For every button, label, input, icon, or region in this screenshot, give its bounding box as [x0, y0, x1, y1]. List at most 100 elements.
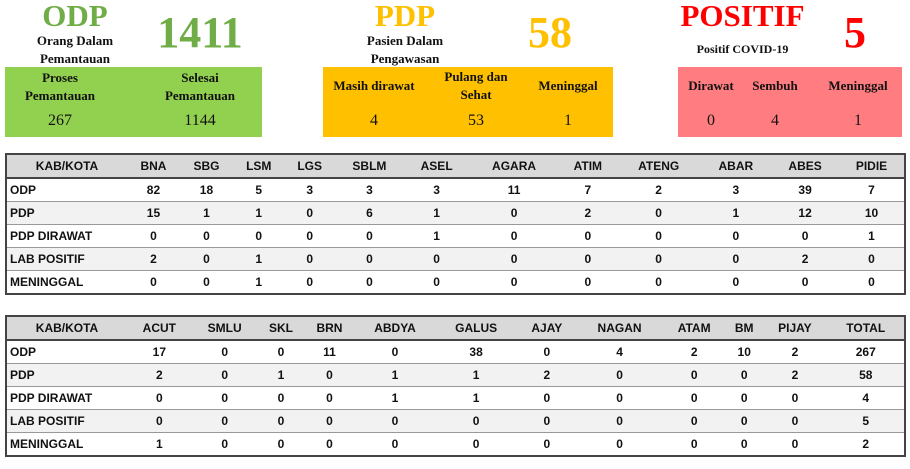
table-cell: 2 — [771, 247, 840, 271]
table-cell: 2 — [762, 363, 828, 387]
positif-dirawat-label: Dirawat — [688, 78, 734, 93]
table-cell: 0 — [516, 386, 577, 410]
table-cell: 10 — [726, 340, 763, 364]
table-cell: 0 — [839, 247, 905, 271]
column-header: SKL — [257, 316, 305, 341]
table-cell: 0 — [257, 386, 305, 410]
table-cell: 0 — [304, 409, 355, 433]
table-cell: 2 — [127, 363, 192, 387]
table-cell: 0 — [839, 270, 905, 295]
positif-breakdown-box: Dirawat 0 Sembuh 4 Meninggal 1 — [678, 67, 902, 137]
pdp-title: PDP — [374, 0, 436, 33]
positif-sembuh-label: Sembuh — [752, 78, 798, 93]
table-cell: 5 — [232, 178, 285, 202]
table-cell: 0 — [334, 224, 405, 248]
table-row: PDP 15 1 1 0 6 1 0 2 0 1 12 10 — [6, 201, 905, 225]
table-cell: 0 — [616, 224, 701, 248]
table-cell: 1 — [257, 363, 305, 387]
header-row: KAB/KOTA ACUT SMLU SKL BRN ABDYA GALUS AJAY NAGA… — [6, 316, 905, 341]
table-cell: 0 — [771, 224, 840, 248]
table-row: MENINGGAL 0 0 1 0 0 0 0 0 0 0 0 0 — [6, 270, 905, 295]
positif-meninggal-label: Meninggal — [828, 78, 888, 93]
table-cell: 15 — [127, 201, 180, 225]
column-header: ATAM — [662, 316, 727, 341]
row-label: PDP — [6, 363, 127, 387]
table-cell: 0 — [516, 432, 577, 457]
table-cell: 1 — [435, 386, 517, 410]
table-cell: 2 — [827, 432, 905, 457]
positif-title: POSITIF — [680, 0, 805, 33]
district-table-2: KAB/KOTA ACUT SMLU SKL BRN ABDYA GALUS AJAY NAGA… — [5, 315, 906, 457]
table-cell: 1 — [232, 247, 285, 271]
odp-selesai-value: 1144 — [184, 112, 216, 129]
column-header: ABDYA — [354, 316, 436, 341]
odp-proses-label-2: Pemantauan — [24, 88, 96, 103]
table-cell: 0 — [284, 224, 335, 248]
table-cell: 1 — [354, 363, 436, 387]
table-cell: 7 — [839, 178, 905, 202]
column-header: GALUS — [435, 316, 517, 341]
table-cell: 267 — [827, 340, 905, 364]
table-cell: 1 — [839, 224, 905, 248]
column-header: NAGAN — [576, 316, 663, 341]
table-cell: 0 — [334, 247, 405, 271]
table-cell: 0 — [558, 224, 617, 248]
table-cell: 0 — [762, 409, 828, 433]
table-row: PDP DIRAWAT 0 0 0 0 1 1 0 0 0 0 0 4 — [6, 386, 905, 410]
column-header: PIJAY — [762, 316, 828, 341]
table-row: ODP 17 0 0 11 0 38 0 4 2 10 2 267 — [6, 340, 905, 364]
table-cell: 0 — [576, 386, 663, 410]
table-cell: 0 — [304, 432, 355, 457]
table-cell: 0 — [127, 386, 192, 410]
odp-breakdown-box: Proses Pemantauan 267 Selesai Pemantauan… — [5, 67, 262, 137]
table-cell: 0 — [127, 409, 192, 433]
column-header: BM — [726, 316, 763, 341]
table-cell: 0 — [616, 270, 701, 295]
positif-subtitle: Positif COVID-19 — [696, 42, 789, 56]
table-cell: 6 — [334, 201, 405, 225]
table-cell: 0 — [762, 386, 828, 410]
table-row: MENINGGAL 1 0 0 0 0 0 0 0 0 0 0 2 — [6, 432, 905, 457]
table-cell: 18 — [179, 178, 233, 202]
table-cell: 2 — [558, 201, 617, 225]
table-cell: 0 — [700, 270, 772, 295]
odp-title: ODP — [42, 0, 108, 33]
pdp-meninggal-value: 1 — [564, 112, 572, 129]
table-cell: 0 — [127, 224, 180, 248]
table-cell: 5 — [827, 409, 905, 433]
table-row: PDP DIRAWAT 0 0 0 0 0 1 0 0 0 0 0 1 — [6, 224, 905, 248]
column-header: LGS — [284, 154, 335, 179]
row-label: MENINGGAL — [6, 432, 127, 457]
table-cell: 1 — [127, 432, 192, 457]
table-cell: 0 — [304, 363, 355, 387]
table-cell: 3 — [404, 178, 470, 202]
table-cell: 0 — [179, 224, 233, 248]
table-cell: 0 — [191, 363, 258, 387]
pdp-dirawat-value: 4 — [370, 112, 378, 129]
pdp-subtitle-1: Pasien Dalam — [366, 33, 444, 48]
odp-subtitle-1: Orang Dalam — [36, 33, 114, 48]
table-cell: 0 — [191, 340, 258, 364]
table-cell: 0 — [284, 247, 335, 271]
pdp-subtitle-2: Pengawasan — [370, 51, 440, 66]
row-label: LAB POSITIF — [6, 247, 127, 271]
table-cell: 0 — [726, 386, 763, 410]
table-cell: 0 — [726, 409, 763, 433]
column-header: BNA — [127, 154, 180, 179]
table-cell: 0 — [469, 201, 559, 225]
positif-meninggal-value: 1 — [854, 112, 862, 129]
pdp-breakdown-box: Masih dirawat 4 Pulang dan Sehat 53 Meni… — [323, 67, 613, 137]
column-header: KAB/KOTA — [6, 316, 127, 341]
column-header: AJAY — [516, 316, 577, 341]
table-cell: 11 — [469, 178, 559, 202]
table-cell: 38 — [435, 340, 517, 364]
table-cell: 0 — [726, 432, 763, 457]
row-label: PDP DIRAWAT — [6, 386, 127, 410]
table-cell: 2 — [516, 363, 577, 387]
table-cell: 0 — [404, 270, 470, 295]
column-header: ACUT — [127, 316, 192, 341]
table-cell: 0 — [576, 363, 663, 387]
table-cell: 0 — [404, 247, 470, 271]
table-cell: 0 — [284, 201, 335, 225]
table-cell: 0 — [257, 340, 305, 364]
